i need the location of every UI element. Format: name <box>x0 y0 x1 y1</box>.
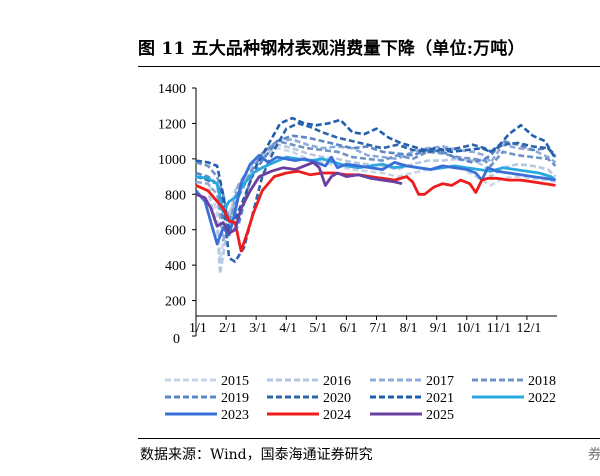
data-source: 数据来源：Wind，国泰海通证券研究 <box>140 447 373 463</box>
y-tick-label: 1400 <box>158 82 186 97</box>
legend-label-2016: 2016 <box>323 374 351 389</box>
series-line-2016 <box>195 143 557 276</box>
y-tick-label: 400 <box>165 259 186 274</box>
legend-label-2021: 2021 <box>426 391 454 406</box>
legend-label-2020: 2020 <box>323 391 351 406</box>
legend-label-2025: 2025 <box>426 408 454 423</box>
x-tick-label: 11/1 <box>487 321 511 336</box>
series-line-2020 <box>195 122 557 263</box>
source-rule <box>138 438 600 439</box>
chart-series <box>194 116 557 276</box>
legend-label-2018: 2018 <box>528 374 556 389</box>
x-tick-label: 2/1 <box>219 321 237 336</box>
chart-axes: 0 200 400 600 800 1000 1200 1400 1/1 2/1 3/1 4/1 5/1… <box>158 82 557 347</box>
series-line-2021 <box>195 116 557 231</box>
legend-label-2023: 2023 <box>221 408 249 423</box>
y-tick-label: 1000 <box>158 153 186 168</box>
clipped-edge-text: 券 <box>588 447 600 463</box>
legend-label-2022: 2022 <box>528 391 556 406</box>
line-chart: 0 200 400 600 800 1000 1200 1400 1/1 2/1 3/1 4/1 5/1… <box>158 82 557 423</box>
y-tick-label: 800 <box>165 188 186 203</box>
legend-label-2015: 2015 <box>221 374 249 389</box>
title-rule <box>138 66 600 67</box>
series-line-2017 <box>195 138 557 242</box>
x-tick-label: 4/1 <box>279 321 297 336</box>
legend-label-2019: 2019 <box>221 391 249 406</box>
series-line-2023 <box>194 153 556 246</box>
x-tick-label: 8/1 <box>400 321 418 336</box>
x-tick-label: 3/1 <box>249 321 267 336</box>
series-line-2024 <box>195 169 556 253</box>
y-tick-label: 1200 <box>158 117 186 132</box>
x-tick-label: 9/1 <box>430 321 448 336</box>
y-tick-label: 600 <box>165 224 186 239</box>
x-tick-label: 12/1 <box>516 321 541 336</box>
chart-legend: 2015 2016 2017 2018 2019 2020 2021 2022 2023 2024… <box>165 374 556 423</box>
y-tick-label: 200 <box>165 295 186 310</box>
y-tick-label: 0 <box>173 332 180 347</box>
legend-label-2017: 2017 <box>426 374 454 389</box>
legend-label-2024: 2024 <box>323 408 351 423</box>
x-tick-label: 5/1 <box>309 321 327 336</box>
series-line-2025 <box>195 160 403 235</box>
x-tick-label: 6/1 <box>339 321 357 336</box>
chart-title: 图 11 五大品种钢材表观消费量下降（单位:万吨） <box>138 39 525 59</box>
x-tick-label: 10/1 <box>456 321 481 336</box>
x-tick-label: 7/1 <box>370 321 388 336</box>
x-tick-label: 1/1 <box>189 321 207 336</box>
